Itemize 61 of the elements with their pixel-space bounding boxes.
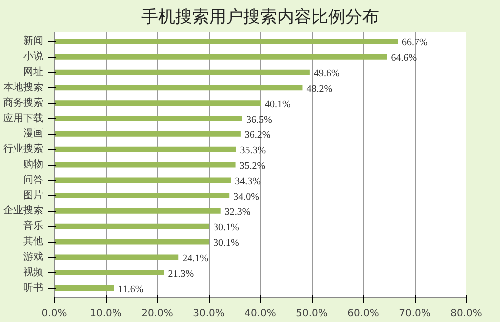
y-tick-label: 问答 [24,174,44,186]
x-tick-label: 40.0% [244,308,276,320]
x-tick-label: 70.0% [399,308,431,320]
y-tick-label: 漫画 [24,128,44,140]
data-label: 34.0% [234,192,260,203]
x-tick-label: 20.0% [142,308,174,320]
y-tick-label: 其他 [24,236,44,248]
data-label: 32.3% [224,207,251,218]
data-label: 30.1% [214,222,240,234]
y-tick-label: 游戏 [24,250,44,263]
y-tick-label: 商务搜索 [4,96,44,109]
x-tick-label: 30.0% [193,308,225,320]
bar [54,39,398,44]
x-tick-label: 0.0% [42,308,68,320]
x-tick-label: 80.0% [450,308,482,320]
data-label: 40.1% [265,99,291,110]
bar [54,254,179,260]
data-label: 36.5% [246,114,272,126]
data-label: 30.1% [214,238,240,250]
y-tick-label: 图片 [24,189,44,202]
y-tick-label: 本地搜索 [4,81,44,94]
bar [54,193,230,199]
data-label: 21.3% [168,268,194,280]
data-label: 35.2% [240,161,266,172]
data-label: 36.2% [244,130,271,142]
y-tick-label: 新闻 [24,35,44,48]
bar [54,162,236,168]
x-tick-label: 60.0% [348,308,380,320]
bar [54,146,236,152]
data-label: 34.3% [235,176,261,188]
data-label: 64.6% [391,53,418,64]
data-label: 49.6% [314,68,340,80]
y-tick-label: 行业搜索 [4,143,44,156]
y-tick-label: 网址 [24,66,44,78]
bar [54,270,164,276]
bar [54,100,262,106]
chart-title: 手机搜索用户搜索内容比例分布 [142,8,380,28]
bar [54,54,388,60]
y-tick-label: 购物 [24,160,44,170]
data-label: 48.2% [306,84,333,95]
y-tick-label: 听书 [24,282,44,294]
data-label: 24.1% [182,253,208,264]
bar [54,131,241,137]
y-tick-label: 视频 [24,266,44,278]
data-label: 66.7% [402,38,428,49]
y-tick-label: 音乐 [24,220,44,232]
bar [54,286,114,291]
y-tick-label: 企业搜索 [4,204,44,217]
bar [54,208,221,214]
data-label: 11.6% [118,284,144,296]
bar [54,224,210,230]
bar [54,70,310,76]
bar [54,178,232,184]
x-tick-label: 50.0% [296,308,328,320]
bar [54,116,242,122]
x-tick-label: 10.0% [90,308,122,320]
y-tick-label: 应用下载 [4,112,44,124]
bar [54,239,210,245]
y-tick-label: 小说 [24,50,44,63]
bar [54,85,303,91]
data-label: 35.3% [240,146,266,157]
